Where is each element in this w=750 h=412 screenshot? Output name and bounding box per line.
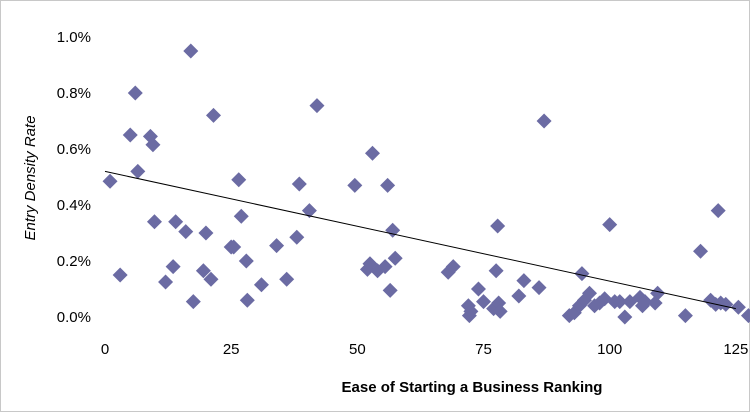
data-point xyxy=(183,43,199,59)
data-point xyxy=(516,273,532,289)
data-point xyxy=(492,303,508,319)
data-point xyxy=(279,271,295,287)
data-point xyxy=(637,294,653,310)
data-point xyxy=(102,173,118,189)
data-point xyxy=(130,163,146,179)
data-point xyxy=(185,294,201,310)
data-point xyxy=(380,177,396,193)
y-tick-label: 0.6% xyxy=(57,141,91,158)
data-point xyxy=(445,259,461,275)
data-point xyxy=(531,280,547,296)
data-point xyxy=(198,225,214,241)
y-tick-label: 0.2% xyxy=(57,253,91,270)
data-point xyxy=(206,107,222,123)
data-point xyxy=(574,266,590,282)
data-point xyxy=(231,172,247,188)
data-point xyxy=(710,203,726,219)
data-point xyxy=(364,145,380,161)
data-point xyxy=(122,127,138,143)
data-point xyxy=(582,285,597,301)
data-point xyxy=(269,238,285,254)
data-point xyxy=(730,299,746,315)
data-point xyxy=(203,271,219,287)
y-tick-label: 0.8% xyxy=(57,85,91,102)
data-point xyxy=(253,277,269,293)
data-point xyxy=(677,308,693,324)
data-point xyxy=(612,294,628,310)
y-tick-label: 0.4% xyxy=(57,197,91,214)
data-point xyxy=(195,263,211,279)
data-point xyxy=(145,137,161,153)
data-point xyxy=(347,177,363,193)
data-point xyxy=(740,308,750,324)
y-tick-label: 1.0% xyxy=(57,29,91,46)
data-point xyxy=(168,214,184,230)
data-point xyxy=(602,217,618,233)
x-axis-title: Ease of Starting a Business Ranking xyxy=(342,379,603,396)
data-point xyxy=(146,214,162,230)
x-tick-label: 50 xyxy=(349,341,366,358)
data-point xyxy=(291,176,307,192)
data-point xyxy=(178,224,194,240)
data-point xyxy=(289,229,305,245)
data-points xyxy=(102,43,750,325)
y-axis: 0.0% 0.2% 0.4% 0.6% 0.8% 1.0% xyxy=(57,29,91,326)
x-tick-label: 75 xyxy=(475,341,492,358)
x-tick-label: 0 xyxy=(101,341,109,358)
data-point xyxy=(617,309,633,325)
data-point xyxy=(693,243,709,259)
data-point xyxy=(233,208,249,224)
x-tick-label: 100 xyxy=(597,341,622,358)
data-point xyxy=(112,267,128,283)
data-point xyxy=(511,288,527,304)
data-point xyxy=(470,281,486,297)
x-axis: 0 25 50 75 100 125 xyxy=(101,341,749,358)
data-point xyxy=(127,85,143,101)
data-point xyxy=(650,285,666,301)
x-tick-label: 125 xyxy=(723,341,748,358)
data-point xyxy=(301,203,317,219)
x-tick-label: 25 xyxy=(223,341,240,358)
data-point xyxy=(158,274,174,290)
data-point xyxy=(309,98,325,114)
data-point xyxy=(226,239,242,255)
data-point xyxy=(463,303,479,319)
data-point xyxy=(488,263,504,279)
data-point xyxy=(239,292,255,308)
data-point xyxy=(490,218,506,234)
data-point xyxy=(165,259,181,275)
data-point xyxy=(476,294,492,310)
data-point xyxy=(385,222,401,238)
data-point xyxy=(382,282,398,298)
data-point xyxy=(536,113,552,129)
y-tick-label: 0.0% xyxy=(57,309,91,326)
data-point xyxy=(718,296,734,312)
data-point xyxy=(387,250,403,266)
data-point xyxy=(377,259,393,275)
y-axis-title: Entry Density Rate xyxy=(22,115,39,240)
trendline xyxy=(104,170,736,310)
data-point xyxy=(238,253,254,269)
